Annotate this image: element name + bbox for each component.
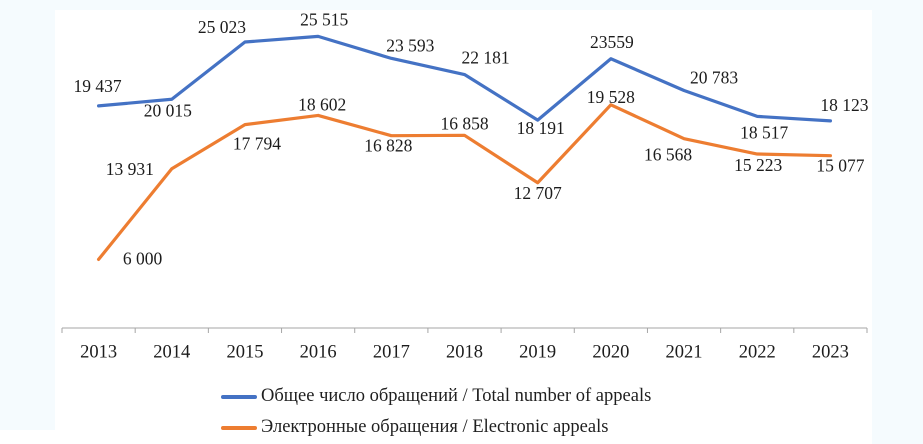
data-label: 22 181 — [461, 48, 509, 68]
data-label: 18 602 — [298, 94, 346, 114]
data-label: 6 000 — [123, 248, 163, 268]
series-line-1 — [96, 103, 833, 262]
data-label: 23 593 — [386, 35, 434, 55]
data-label: 16 858 — [440, 113, 488, 133]
data-label: 18 191 — [517, 118, 565, 138]
legend-label-total-appeals: Общее число обращений / Total number of … — [261, 386, 652, 407]
data-label: 19 437 — [74, 76, 122, 96]
legend-item-total-appeals: Общее число обращений / Total number of … — [221, 381, 651, 412]
x-axis-label: 2021 — [666, 342, 703, 362]
data-label: 16 568 — [644, 145, 692, 165]
data-label: 23559 — [590, 32, 634, 52]
x-axis-label: 2019 — [519, 342, 556, 362]
data-label: 16 828 — [364, 136, 412, 156]
legend-line-swatch-blue-icon — [221, 394, 257, 399]
x-axis-label: 2014 — [153, 342, 190, 362]
legend-label-electronic-appeals: Электронные обращения / Electronic appea… — [261, 417, 609, 438]
data-label: 15 223 — [734, 155, 782, 175]
data-label: 18 517 — [740, 122, 788, 142]
x-axis-label: 2016 — [300, 342, 337, 362]
data-label: 12 707 — [514, 183, 562, 203]
series-line-0 — [96, 34, 833, 123]
data-label: 19 528 — [587, 87, 635, 107]
x-axis-label: 2018 — [446, 342, 483, 362]
chart-legend: Общее число обращений / Total number of … — [221, 381, 651, 443]
data-label: 13 931 — [106, 159, 154, 179]
data-label: 20 015 — [144, 100, 192, 120]
x-axis-label: 2022 — [739, 342, 776, 362]
x-axis-label: 2017 — [373, 342, 410, 362]
data-label: 25 023 — [198, 17, 246, 37]
data-label: 17 794 — [233, 134, 281, 154]
data-label: 25 515 — [300, 9, 348, 29]
legend-line-swatch-orange-icon — [221, 425, 257, 430]
data-label: 18 123 — [820, 95, 868, 115]
data-label: 15 077 — [816, 156, 864, 176]
data-label: 20 783 — [690, 67, 738, 87]
x-axis-label: 2020 — [592, 342, 629, 362]
x-axis-label: 2015 — [226, 342, 263, 362]
x-axis-label: 2013 — [80, 342, 117, 362]
legend-item-electronic-appeals: Электронные обращения / Electronic appea… — [221, 412, 651, 443]
x-axis-label: 2023 — [812, 342, 849, 362]
